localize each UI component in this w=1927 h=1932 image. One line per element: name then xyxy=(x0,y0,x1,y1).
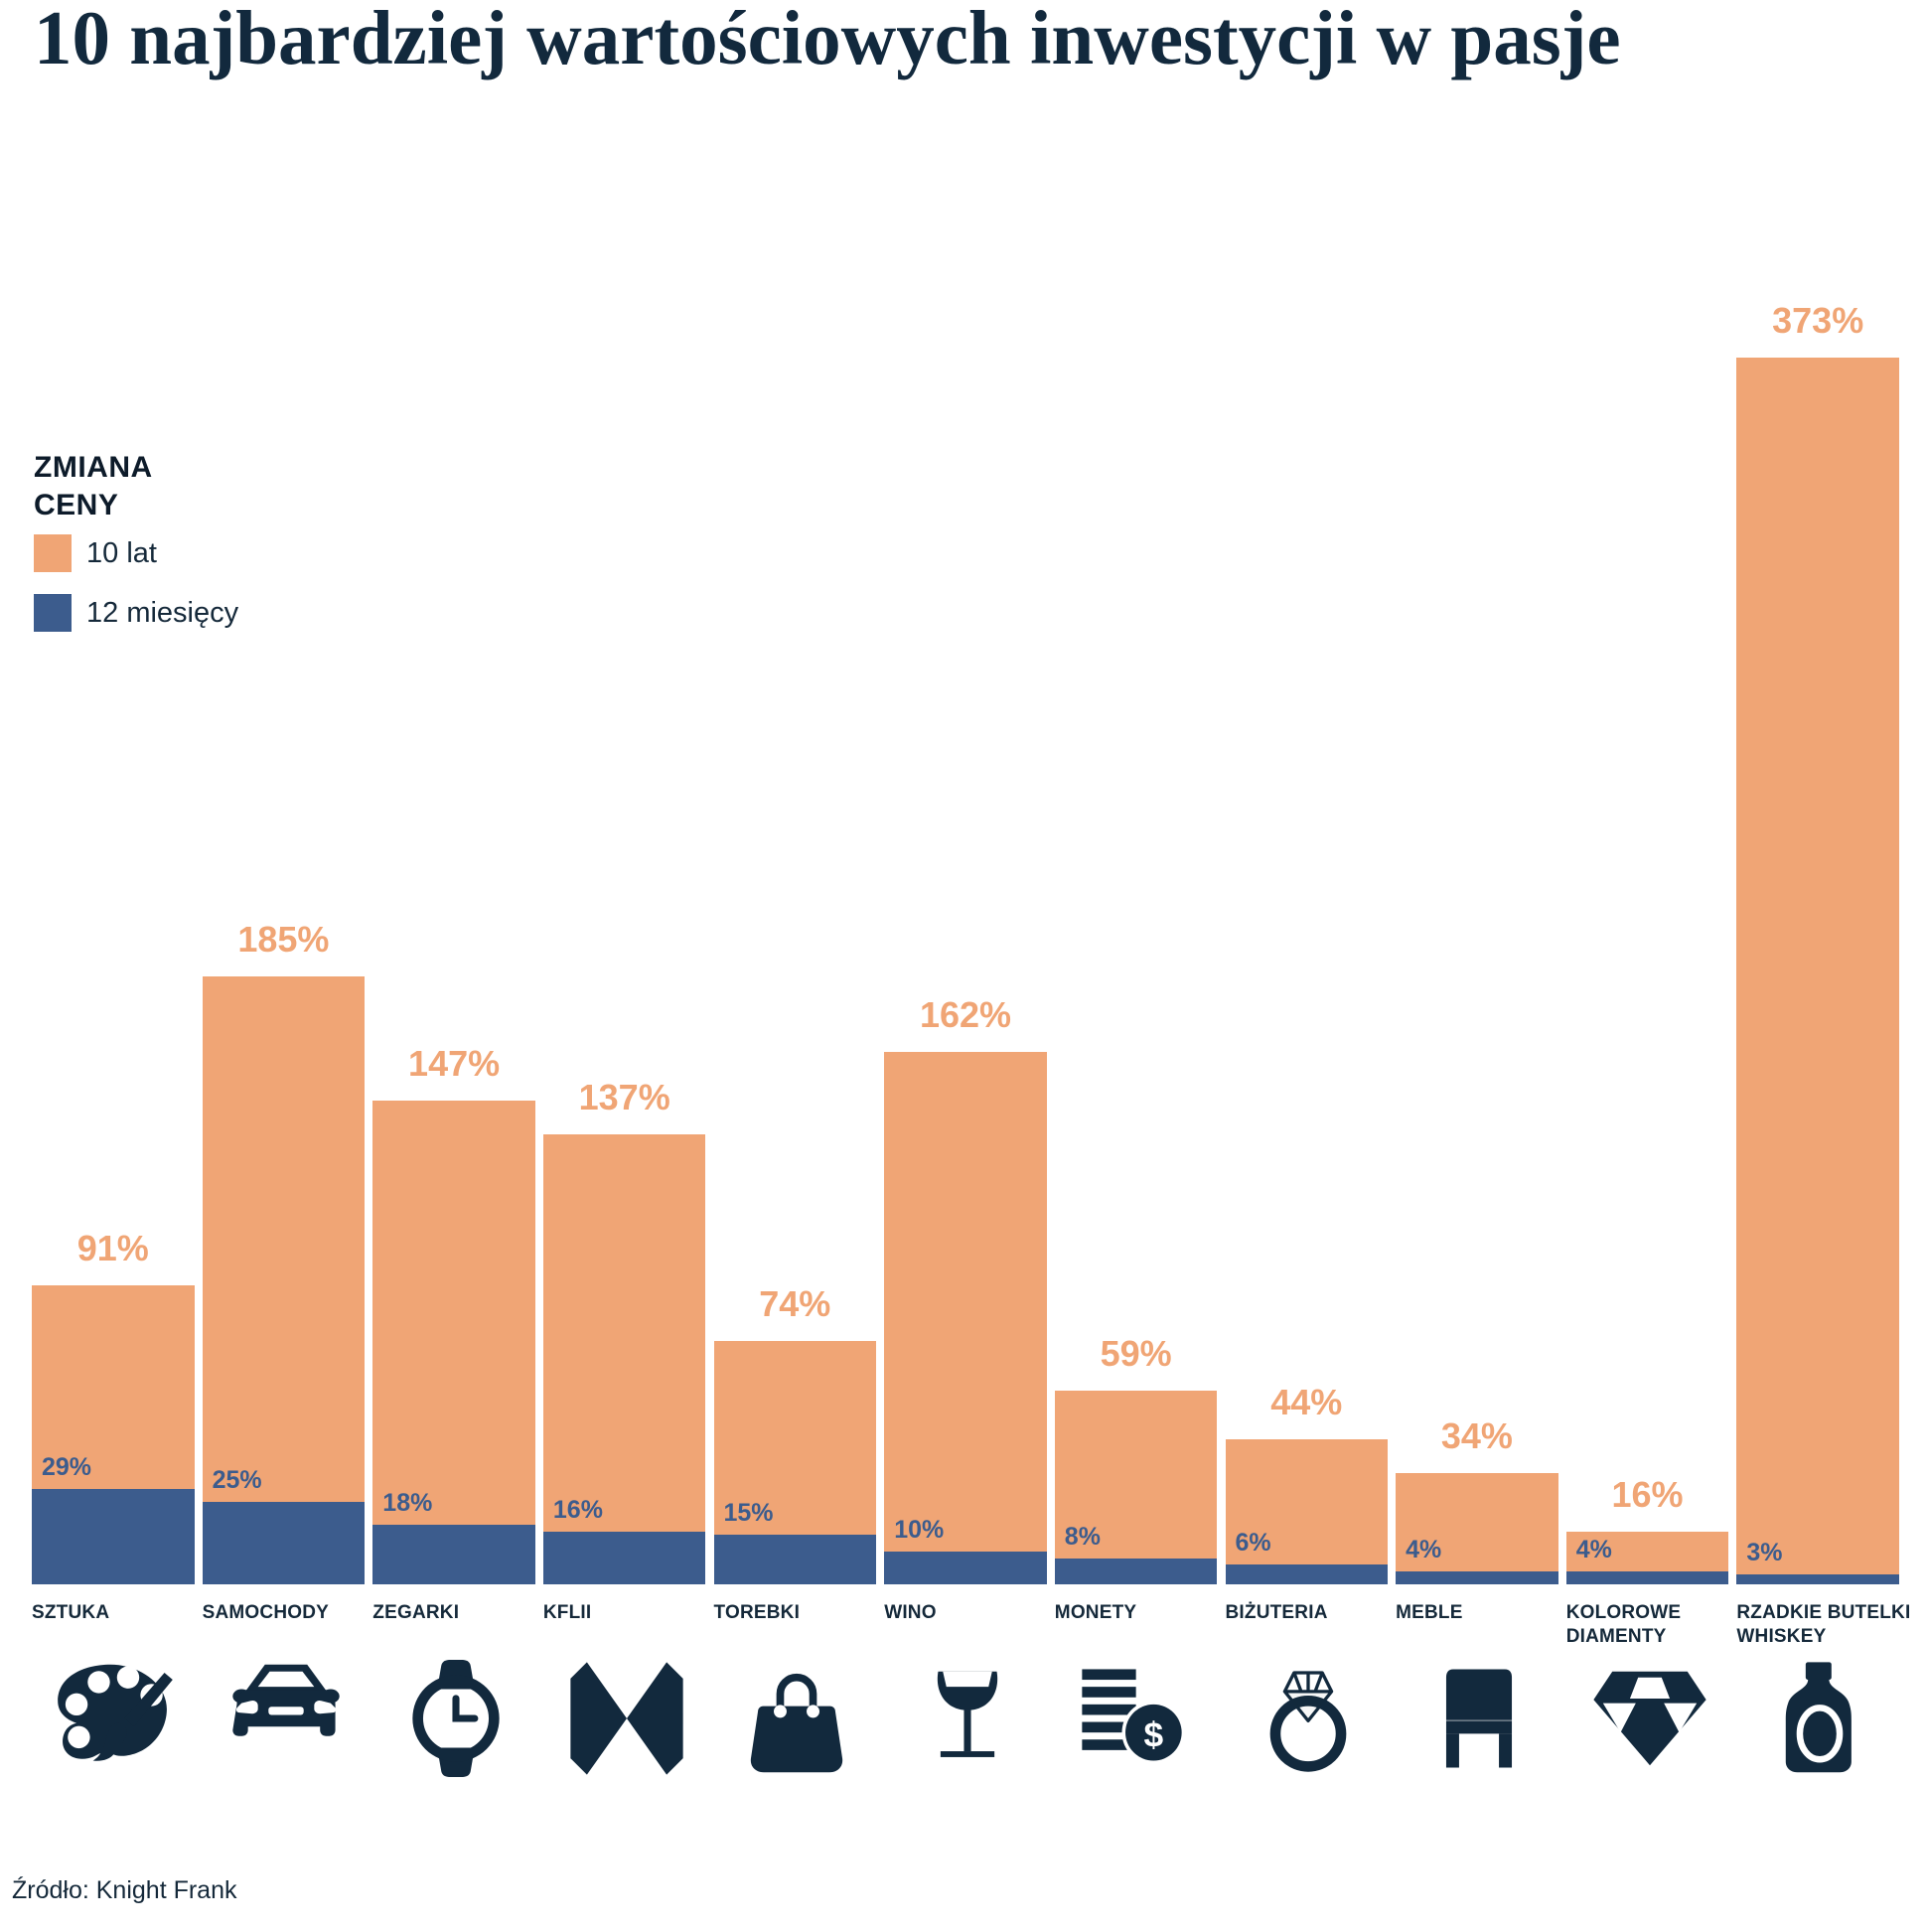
svg-text:$: $ xyxy=(1143,1715,1163,1754)
